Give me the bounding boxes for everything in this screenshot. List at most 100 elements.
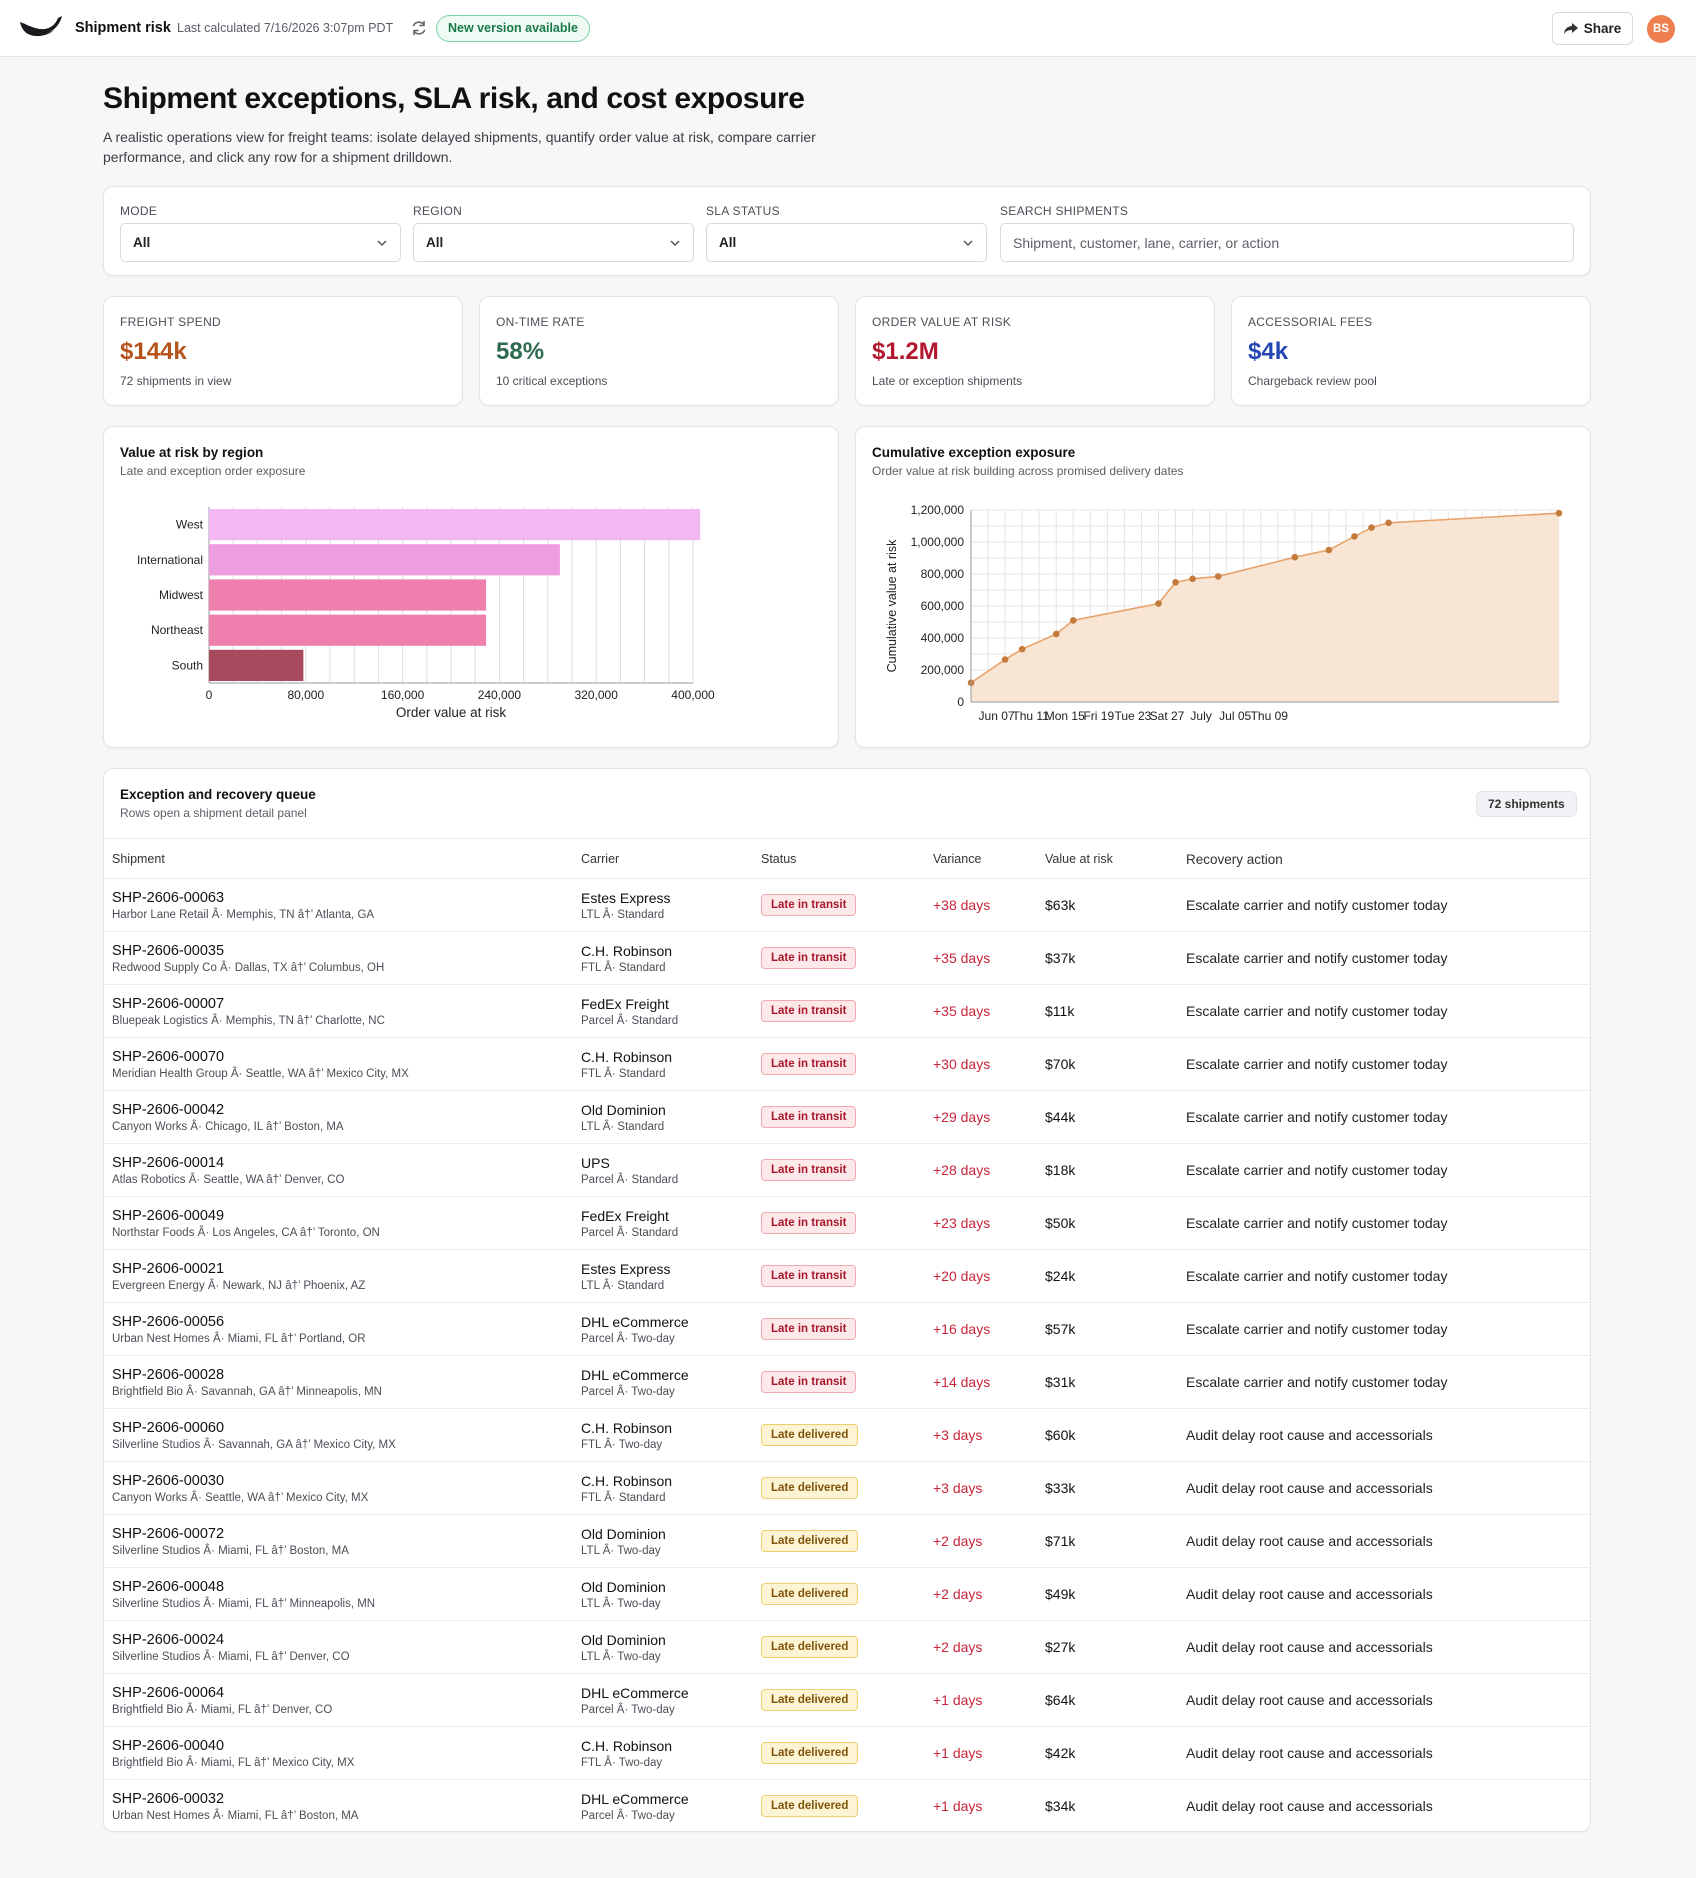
recovery-action: Audit delay root cause and accessorials bbox=[1186, 1639, 1433, 1655]
column-header-carrier[interactable]: Carrier bbox=[581, 852, 620, 866]
app-title: Shipment risk bbox=[75, 20, 171, 36]
shipment-route: Meridian Health Group Â· Seattle, WA â†’… bbox=[112, 1068, 409, 1080]
table-row[interactable]: SHP-2606-00028 Brightfield Bio Â· Savanna… bbox=[104, 1356, 1590, 1409]
table-row[interactable]: SHP-2606-00063 Harbor Lane Retail Â· Memp… bbox=[104, 879, 1590, 932]
carrier-service: LTL Â· Standard bbox=[581, 909, 665, 921]
recovery-action: Escalate carrier and notify customer tod… bbox=[1186, 1162, 1448, 1178]
table-row[interactable]: SHP-2606-00014 Atlas Robotics Â· Seattle,… bbox=[104, 1144, 1590, 1197]
table-row[interactable]: SHP-2606-00070 Meridian Health Group Â· S… bbox=[104, 1038, 1590, 1091]
bar-west bbox=[209, 509, 701, 541]
value-at-risk: $57k bbox=[1045, 1321, 1076, 1337]
shipment-route: Silverline Studios Â· Miami, FL â†’ Bost… bbox=[112, 1545, 349, 1557]
sla-select[interactable]: All bbox=[706, 223, 987, 262]
carrier-name: UPS bbox=[581, 1155, 610, 1171]
variance-value: +29 days bbox=[933, 1109, 991, 1125]
user-avatar[interactable]: BS bbox=[1647, 15, 1675, 43]
status-badge: Late in transit bbox=[761, 1318, 857, 1340]
x-tick-label: Jun 07 bbox=[979, 709, 1015, 723]
kpi-value: $1.2M bbox=[872, 338, 939, 365]
recovery-action: Escalate carrier and notify customer tod… bbox=[1186, 1215, 1448, 1231]
table-row[interactable]: SHP-2606-00056 Urban Nest Homes Â· Miami,… bbox=[104, 1303, 1590, 1356]
recovery-action: Escalate carrier and notify customer tod… bbox=[1186, 1003, 1448, 1019]
kpi-label: Accessorial fees bbox=[1248, 315, 1373, 329]
table-row[interactable]: SHP-2606-00040 Brightfield Bio Â· Miami, … bbox=[104, 1727, 1590, 1780]
table-row[interactable]: SHP-2606-00021 Evergreen Energy Â· Newark… bbox=[104, 1250, 1590, 1303]
x-tick-label: Mon 15 bbox=[1045, 709, 1085, 723]
share-button[interactable]: Share bbox=[1552, 12, 1633, 45]
data-point bbox=[1351, 533, 1358, 540]
new-version-badge[interactable]: New version available bbox=[436, 15, 590, 42]
table-row[interactable]: SHP-2606-00042 Canyon Works Â· Chicago, I… bbox=[104, 1091, 1590, 1144]
kpi-subtext: Late or exception shipments bbox=[872, 374, 1023, 388]
shipment-id: SHP-2606-00056 bbox=[112, 1314, 225, 1330]
column-header-status[interactable]: Status bbox=[761, 852, 797, 866]
shipment-route: Harbor Lane Retail Â· Memphis, TN â†’ At… bbox=[112, 909, 375, 921]
recovery-action: Audit delay root cause and accessorials bbox=[1186, 1427, 1433, 1443]
x-axis-title: Order value at risk bbox=[396, 705, 507, 720]
status-badge: Late in transit bbox=[761, 947, 857, 969]
column-header-shipment[interactable]: Shipment bbox=[112, 852, 165, 866]
carrier-service: Parcel Â· Two-day bbox=[581, 1704, 675, 1716]
status-badge: Late delivered bbox=[761, 1424, 859, 1446]
variance-value: +2 days bbox=[933, 1533, 983, 1549]
shipment-route: Silverline Studios Â· Savannah, GA â†’ M… bbox=[112, 1439, 396, 1451]
refresh-icon[interactable] bbox=[410, 19, 428, 37]
table-row[interactable]: SHP-2606-00007 Bluepeak Logistics Â· Memp… bbox=[104, 985, 1590, 1038]
variance-value: +38 days bbox=[933, 897, 991, 913]
recovery-action: Audit delay root cause and accessorials bbox=[1186, 1480, 1433, 1496]
variance-value: +28 days bbox=[933, 1162, 991, 1178]
shipment-id: SHP-2606-00028 bbox=[112, 1367, 225, 1383]
app-logo-icon[interactable] bbox=[18, 14, 64, 40]
mode-select[interactable]: All bbox=[120, 223, 401, 262]
region-select[interactable]: All bbox=[413, 223, 694, 262]
carrier-name: C.H. Robinson bbox=[581, 1420, 673, 1436]
table-row[interactable]: SHP-2606-00049 Northstar Foods Â· Los Ang… bbox=[104, 1197, 1590, 1250]
exposure-area-chart: 0 200,000 400,000 600,000 800,000 1,000,000 1,… bbox=[885, 503, 1563, 723]
category-label: South bbox=[172, 658, 203, 672]
x-tick-label: Sat 27 bbox=[1150, 709, 1185, 723]
x-tick-label: 400,000 bbox=[671, 688, 715, 702]
exception-queue-table: Exception and recovery queue Rows open a… bbox=[103, 768, 1591, 1832]
table-row[interactable]: SHP-2606-00064 Brightfield Bio Â· Miami, … bbox=[104, 1674, 1590, 1727]
table-row[interactable]: SHP-2606-00035 Redwood Supply Co Â· Dalla… bbox=[104, 932, 1590, 985]
exposure-chart-card: Cumulative exception exposure Order valu… bbox=[855, 426, 1591, 748]
kpi-subtext: 10 critical exceptions bbox=[496, 374, 608, 388]
variance-value: +1 days bbox=[933, 1692, 983, 1708]
table-row[interactable]: SHP-2606-00060 Silverline Studios Â· Sava… bbox=[104, 1409, 1590, 1462]
status-badge: Late in transit bbox=[761, 1212, 857, 1234]
kpi-label: Order value at risk bbox=[872, 315, 1012, 329]
carrier-name: C.H. Robinson bbox=[581, 1738, 673, 1754]
category-label: International bbox=[137, 553, 203, 567]
table-row[interactable]: SHP-2606-00072 Silverline Studios Â· Miam… bbox=[104, 1515, 1590, 1568]
bar-international bbox=[209, 544, 560, 576]
carrier-service: Parcel Â· Standard bbox=[581, 1015, 679, 1027]
search-input[interactable] bbox=[1000, 223, 1574, 262]
table-row[interactable]: SHP-2606-00030 Canyon Works Â· Seattle, W… bbox=[104, 1462, 1590, 1515]
shipment-route: Silverline Studios Â· Miami, FL â†’ Minn… bbox=[112, 1598, 376, 1610]
recovery-action: Audit delay root cause and accessorials bbox=[1186, 1692, 1433, 1708]
carrier-service: Parcel Â· Two-day bbox=[581, 1810, 675, 1822]
y-tick-label: 1,200,000 bbox=[911, 503, 965, 517]
value-at-risk: $31k bbox=[1045, 1374, 1076, 1390]
variance-value: +3 days bbox=[933, 1480, 983, 1496]
table-row[interactable]: SHP-2606-00048 Silverline Studios Â· Miam… bbox=[104, 1568, 1590, 1621]
column-header-variance[interactable]: Variance bbox=[933, 852, 982, 866]
page-description: A realistic operations view for freight … bbox=[103, 129, 816, 165]
variance-value: +2 days bbox=[933, 1639, 983, 1655]
shipment-route: Canyon Works Â· Seattle, WA â†’ Mexico C… bbox=[112, 1492, 369, 1504]
table-row[interactable]: SHP-2606-00024 Silverline Studios Â· Miam… bbox=[104, 1621, 1590, 1674]
column-header-recovery-action[interactable]: Recovery action bbox=[1186, 852, 1283, 867]
table-row[interactable]: SHP-2606-00032 Urban Nest Homes Â· Miami,… bbox=[104, 1780, 1590, 1831]
shipment-id: SHP-2606-00035 bbox=[112, 943, 225, 959]
chevron-down-icon bbox=[670, 240, 680, 247]
chevron-down-icon bbox=[377, 240, 387, 247]
column-header-value-at-risk[interactable]: Value at risk bbox=[1045, 852, 1113, 866]
kpi-label: On-time rate bbox=[496, 315, 585, 329]
variance-value: +23 days bbox=[933, 1215, 991, 1231]
variance-value: +2 days bbox=[933, 1586, 983, 1602]
shipment-route: Atlas Robotics Â· Seattle, WA â†’ Denver… bbox=[112, 1174, 345, 1186]
variance-value: +16 days bbox=[933, 1321, 991, 1337]
shipment-id: SHP-2606-00063 bbox=[112, 890, 225, 906]
x-tick-label: Thu 09 bbox=[1251, 709, 1289, 723]
x-tick-label: 0 bbox=[206, 688, 213, 702]
